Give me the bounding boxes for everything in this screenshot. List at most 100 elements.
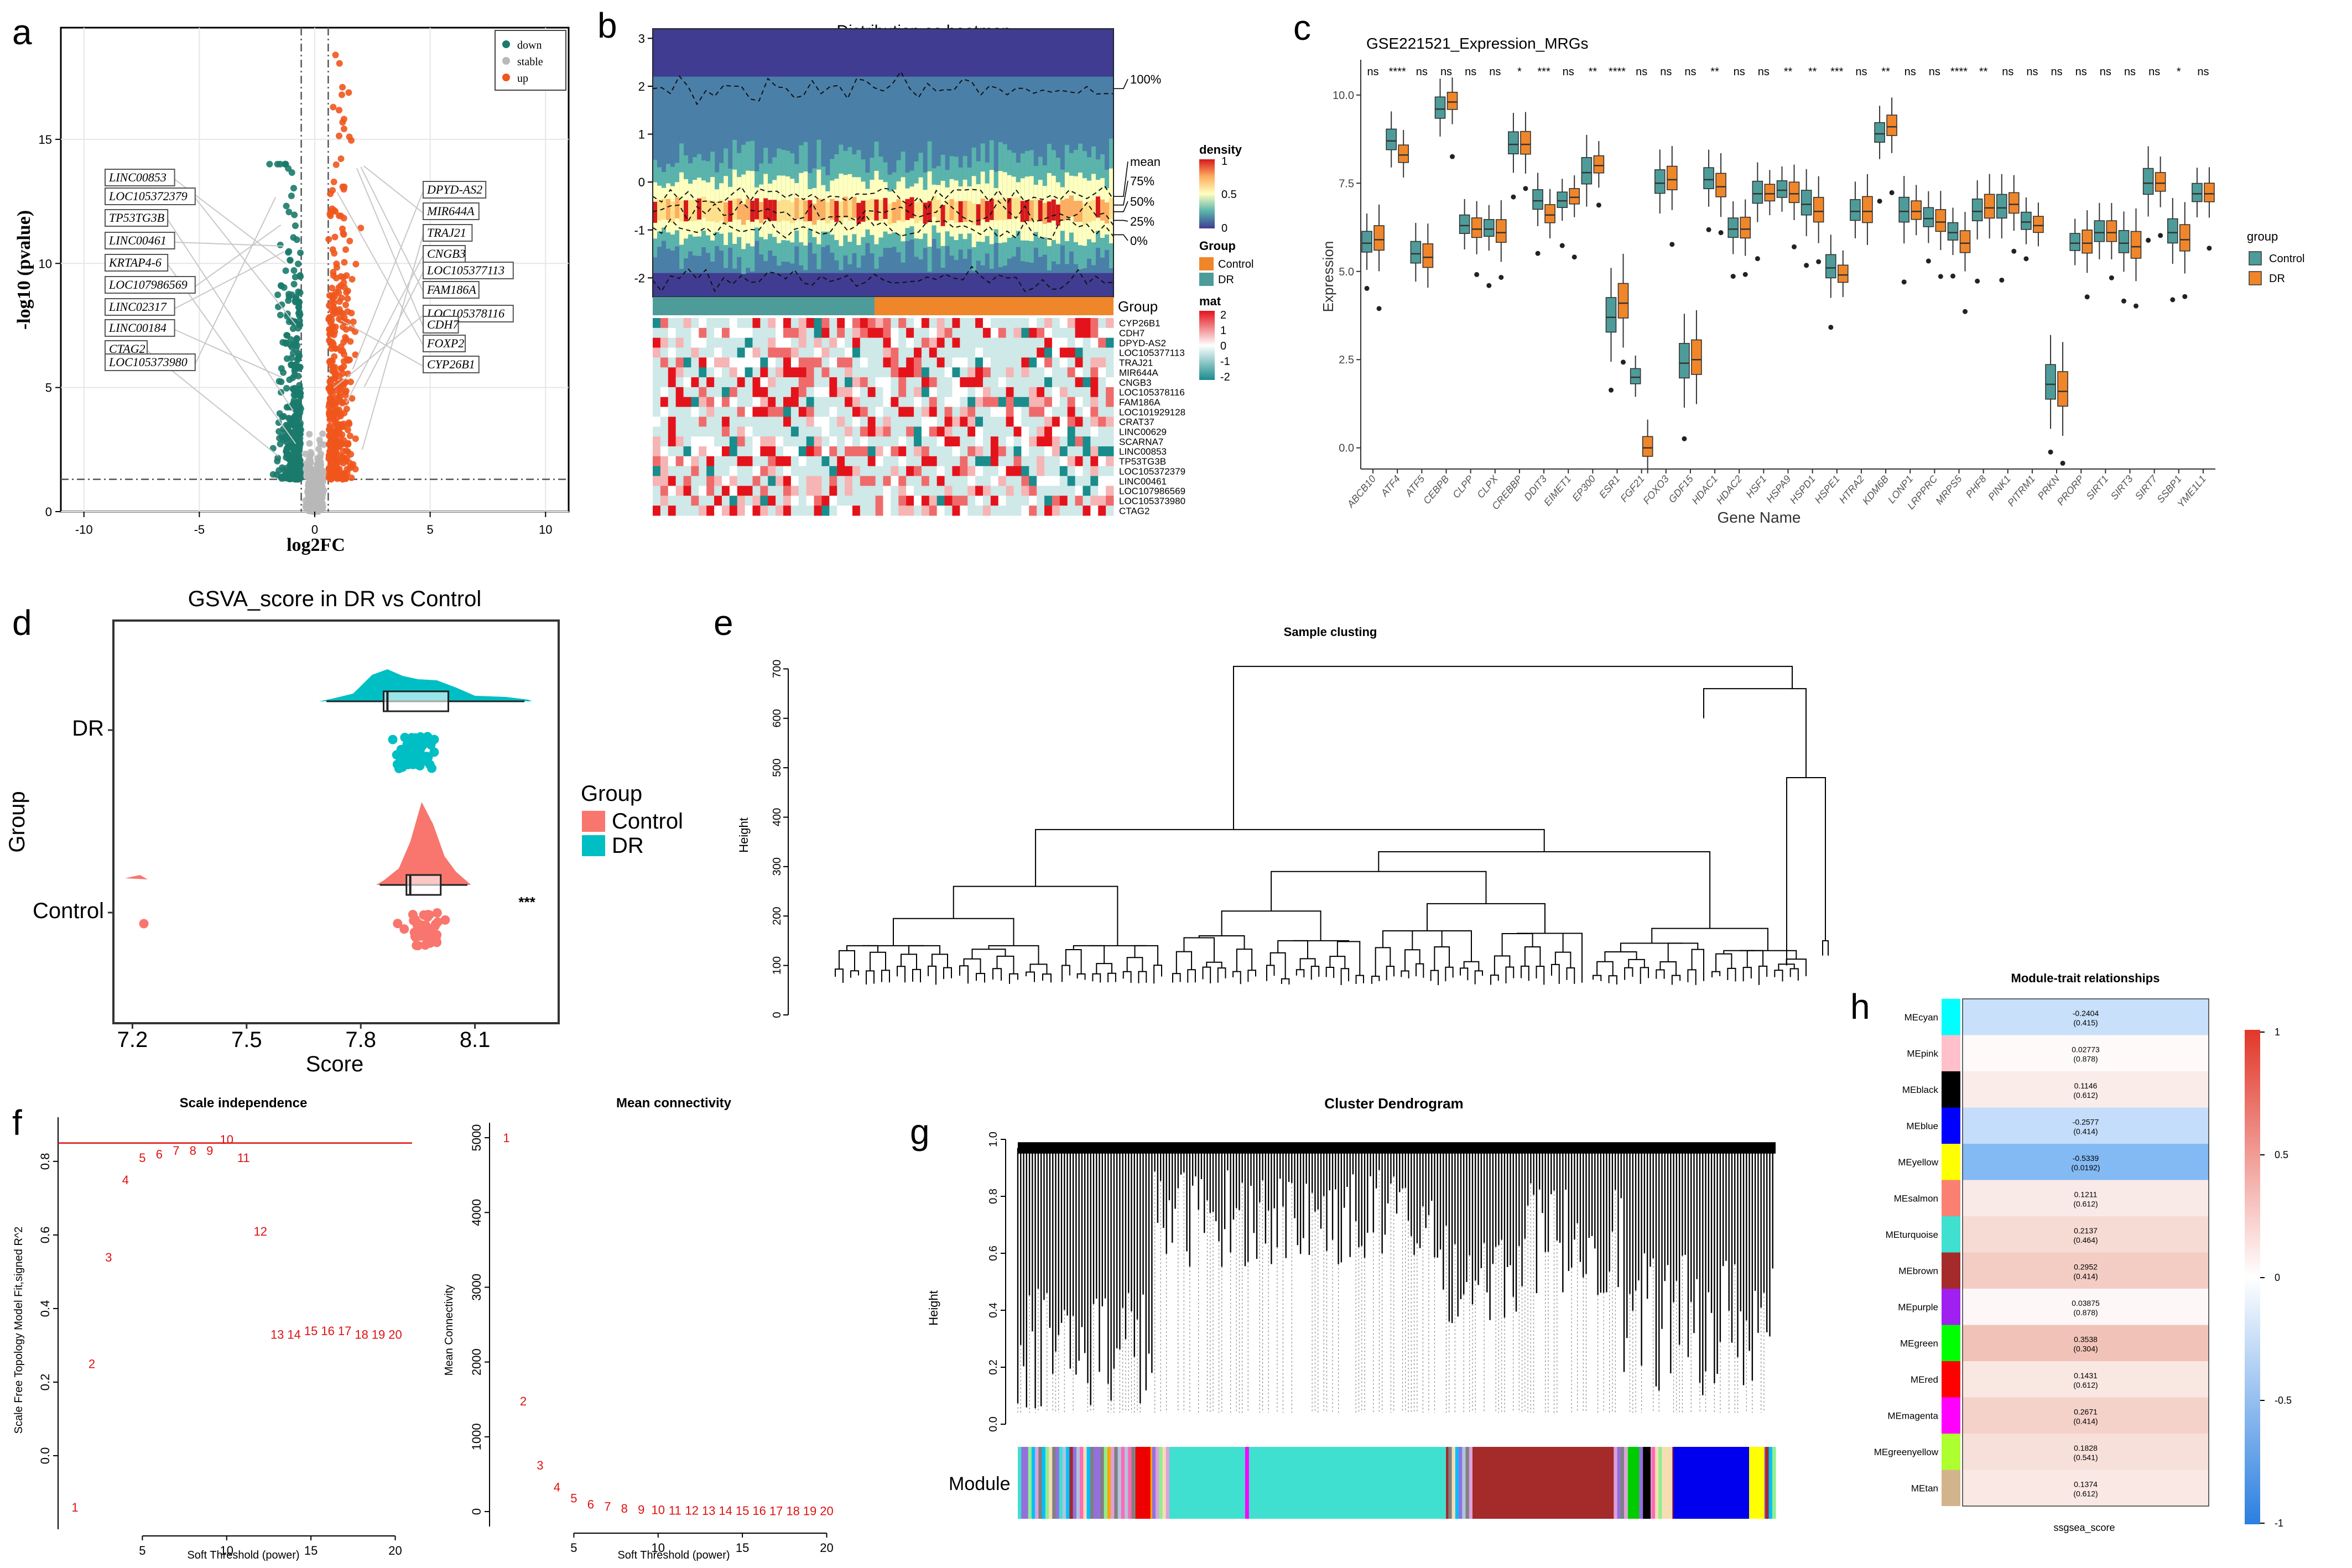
matrix-cell bbox=[898, 496, 907, 506]
volcano-point-up bbox=[334, 309, 341, 316]
matrix-cell bbox=[845, 456, 853, 467]
matrix-cell bbox=[776, 416, 784, 427]
matrix-cell bbox=[675, 446, 684, 457]
matrix-cell bbox=[1021, 347, 1029, 358]
matrix-cell bbox=[837, 426, 845, 437]
matrix-cell bbox=[837, 377, 845, 388]
density-column-peak bbox=[701, 196, 706, 218]
matrix-cell bbox=[891, 387, 899, 398]
matrix-cell bbox=[806, 377, 815, 388]
matrix-cell bbox=[982, 367, 991, 378]
matrix-cell bbox=[829, 357, 837, 368]
matrix-cell bbox=[967, 377, 976, 388]
box-control bbox=[1361, 231, 1372, 253]
matrix-cell bbox=[1021, 486, 1029, 496]
matrix-cell bbox=[998, 347, 1007, 358]
volcano-point-down bbox=[289, 442, 296, 450]
matrix-cell bbox=[944, 426, 953, 437]
sample-dendrogram-ylabel: Height bbox=[737, 817, 751, 853]
matrix-cell bbox=[714, 357, 722, 368]
dendrogram-link bbox=[1691, 949, 1704, 981]
volcano-point-up bbox=[342, 326, 350, 333]
conn-ytick-label: 4000 bbox=[470, 1199, 483, 1226]
density-column-peak bbox=[657, 199, 662, 221]
scale-xlabel: Soft Threshold (power) bbox=[187, 1549, 299, 1561]
matrix-cell bbox=[691, 416, 699, 427]
module-color-swatch bbox=[1942, 1361, 1960, 1398]
box-outlier bbox=[1938, 274, 1943, 279]
raincloud-legend-label: DR bbox=[612, 834, 644, 858]
sample-dendrogram-ytick-label: 600 bbox=[771, 709, 783, 727]
volcano-point-down bbox=[283, 202, 290, 210]
matrix-cell bbox=[990, 466, 999, 477]
module-name-label: MEcyan bbox=[1905, 1012, 1938, 1023]
panel-h-letter: h bbox=[1850, 987, 1870, 1027]
matrix-cell bbox=[1059, 486, 1068, 496]
matrix-cell bbox=[675, 496, 684, 506]
density-column-peak bbox=[763, 198, 768, 220]
volcano-point-up bbox=[330, 455, 337, 462]
matrix-cell bbox=[852, 357, 861, 368]
group-legend-swatch bbox=[1199, 273, 1214, 286]
matrix-cell bbox=[691, 486, 699, 496]
volcano-up-gene-label: CNGB3 bbox=[427, 247, 466, 261]
matrix-cell bbox=[714, 377, 722, 388]
matrix-cell bbox=[776, 357, 784, 368]
density-column-peak bbox=[967, 201, 972, 222]
matrix-cell bbox=[706, 426, 715, 437]
significance-label: ns bbox=[2124, 66, 2136, 78]
dendrogram-link bbox=[1009, 973, 1018, 984]
significance-label: ns bbox=[1416, 66, 1428, 78]
boxplot-ylabel: Expression bbox=[1320, 241, 1336, 312]
module-correlation-value: 0.3538 bbox=[2074, 1335, 2098, 1343]
connectivity-ylabel: Mean Connectivity bbox=[443, 1285, 455, 1376]
density-column-peak bbox=[1029, 200, 1034, 222]
dendrogram-link bbox=[1742, 967, 1752, 982]
box-outlier bbox=[2084, 294, 2090, 300]
volcano-label-box bbox=[105, 209, 169, 227]
volcano-point-up bbox=[344, 288, 351, 295]
sample-dendrogram-ytick-label: 500 bbox=[771, 758, 783, 777]
matrix-cell bbox=[1029, 476, 1037, 486]
density-ytick-label: -2 bbox=[634, 271, 645, 285]
box-outlier bbox=[1755, 256, 1760, 262]
density-column-peak bbox=[1069, 195, 1074, 217]
matrix-cell bbox=[914, 486, 922, 496]
matrix-cell bbox=[714, 387, 722, 398]
matrix-cell bbox=[1067, 446, 1076, 457]
module-stripe bbox=[1459, 1447, 1463, 1519]
matrix-cell bbox=[982, 357, 991, 368]
matrix-cell bbox=[699, 466, 707, 477]
volcano-point-down bbox=[283, 385, 290, 392]
matrix-cell bbox=[944, 387, 953, 398]
quantile-label: 25% bbox=[1130, 215, 1154, 228]
module-stripe bbox=[1045, 1447, 1049, 1519]
matrix-cell bbox=[1029, 387, 1037, 398]
module-color-swatch bbox=[1942, 1289, 1960, 1325]
matrix-cell bbox=[990, 426, 999, 437]
matrix-cell bbox=[752, 327, 761, 338]
matrix-cell bbox=[936, 337, 945, 348]
module-stripe bbox=[1772, 1447, 1776, 1519]
volcano-label-connector bbox=[174, 242, 284, 247]
control-point bbox=[424, 933, 434, 943]
quantile-label: 50% bbox=[1130, 195, 1154, 209]
volcano-point-up bbox=[327, 428, 335, 435]
matrix-cell bbox=[1090, 426, 1099, 437]
box-outlier bbox=[1609, 387, 1614, 393]
matrix-cell bbox=[745, 397, 753, 408]
volcano-legend-label: down bbox=[517, 39, 542, 51]
matrix-cell bbox=[668, 456, 677, 467]
matrix-cell bbox=[1090, 486, 1099, 496]
matrix-cell bbox=[952, 357, 960, 368]
mat-legend-tick: 0 bbox=[1220, 340, 1226, 352]
dendrogram-link bbox=[1329, 956, 1346, 969]
matrix-cell bbox=[891, 347, 899, 358]
matrix-cell bbox=[1013, 426, 1022, 437]
volcano-label-connector bbox=[194, 196, 277, 364]
dendrogram-link bbox=[992, 968, 1002, 981]
box-outlier bbox=[1804, 263, 1809, 268]
module-correlation-value: 0.2137 bbox=[2074, 1226, 2098, 1235]
matrix-cell bbox=[691, 377, 699, 388]
volcano-point-down bbox=[284, 435, 291, 442]
